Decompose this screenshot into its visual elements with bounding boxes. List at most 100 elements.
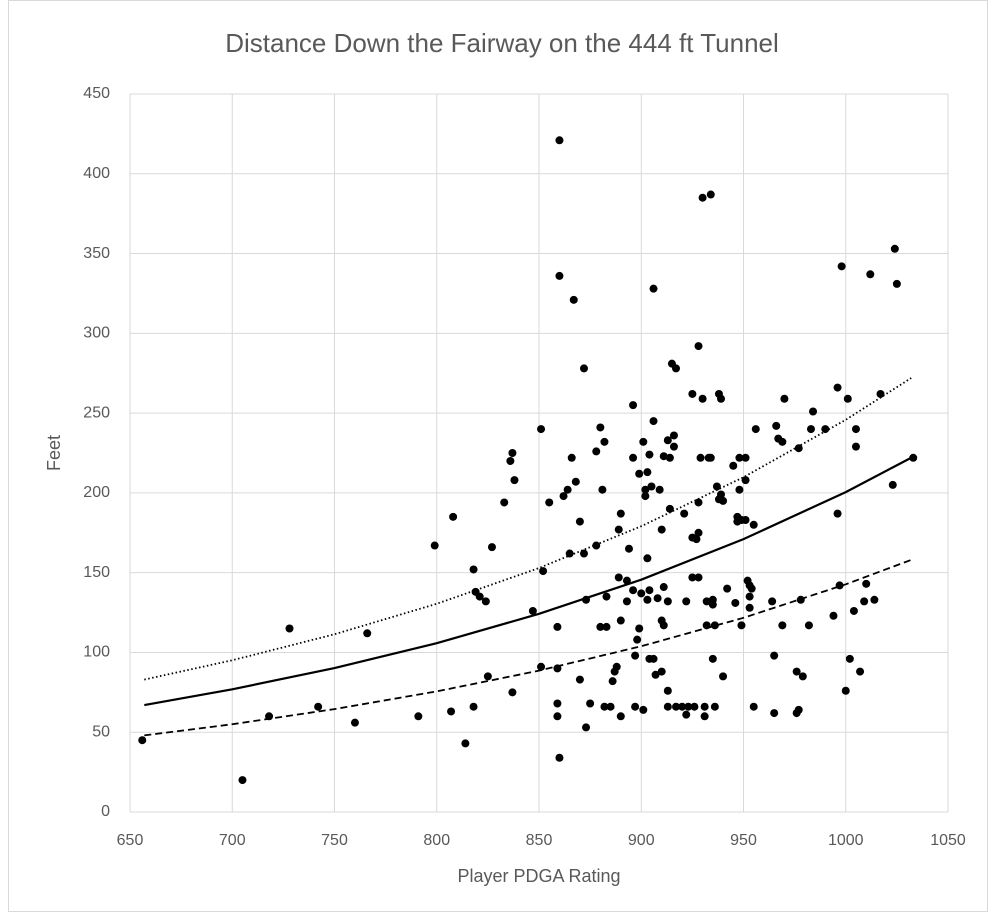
y-tick-label: 250 [83,404,110,421]
data-point [363,629,372,638]
data-point [643,554,652,563]
data-point [469,702,478,711]
data-point [684,702,693,711]
data-point [694,342,703,351]
data-point [909,453,918,462]
data-point [659,621,668,630]
data-point [510,476,519,485]
data-point [749,702,758,711]
data-point [798,672,807,681]
data-point [643,595,652,604]
data-point [737,621,746,630]
data-point [672,702,681,711]
data-point [856,667,865,676]
data-point [692,535,701,544]
data-point [770,709,779,718]
data-point [876,389,885,398]
x-tick-label: 850 [526,832,553,849]
data-point [710,702,719,711]
y-tick-label: 200 [83,484,110,501]
data-point [717,394,726,403]
data-point [806,425,815,434]
y-tick-label: 100 [83,644,110,661]
data-point [643,468,652,477]
trend-line [144,456,912,707]
data-point [678,702,687,711]
y-tick-label: 450 [83,85,110,102]
data-point [537,425,546,434]
data-point [635,469,644,478]
data-point [600,702,609,711]
data-point [539,567,548,576]
data-point [565,549,574,558]
data-point [639,705,648,714]
data-point [350,718,359,727]
y-tick-label: 50 [92,723,110,740]
data-point [665,504,674,513]
data-point [745,603,754,612]
data-point [698,193,707,202]
data-point [706,190,715,199]
data-point [314,702,323,711]
data-point [596,423,605,432]
data-point [770,651,779,660]
data-point [719,496,728,505]
data-point [639,437,648,446]
data-point [461,739,470,748]
y-tick-label: 150 [83,564,110,581]
data-point [794,444,803,453]
data-point [694,498,703,507]
x-tick-label: 950 [730,832,757,849]
chart-title: Distance Down the Fairway on the 444 ft … [225,28,779,58]
data-point [641,485,650,494]
data-point [833,509,842,518]
data-point [680,509,689,518]
trend-line [144,377,912,681]
data-point [579,549,588,558]
data-point [833,383,842,392]
data-point [741,516,750,525]
data-point [794,705,803,714]
data-point [653,594,662,603]
data-point [745,592,754,601]
data-point [285,624,294,633]
data-point [710,621,719,630]
data-point [430,541,439,550]
data-point [447,707,456,716]
data-point [575,517,584,526]
data-point [669,442,678,451]
data-point [749,520,758,529]
data-point [553,622,562,631]
data-point [719,672,728,681]
y-tick-label: 0 [101,803,110,820]
data-point [567,453,576,462]
data-point [663,436,672,445]
data-point [694,528,703,537]
x-axis-label: Player PDGA Rating [457,866,620,886]
data-point [778,437,787,446]
data-point [659,452,668,461]
data-point [706,453,715,462]
x-tick-label: 700 [219,832,246,849]
data-point [866,270,875,279]
data-point [629,586,638,595]
x-tick-label: 1000 [828,832,864,849]
data-point [622,597,631,606]
data-point [860,597,869,606]
data-point [483,672,492,681]
chart-border [8,0,988,912]
data-point [624,544,633,553]
data-point [563,485,572,494]
data-point [696,453,705,462]
data-point [700,702,709,711]
data-point [608,677,617,686]
x-tick-label: 800 [423,832,450,849]
data-point [768,597,777,606]
data-point [708,654,717,663]
data-point [647,482,656,491]
data-point [841,686,850,695]
y-axis-label: Feet [44,435,64,471]
data-point [780,394,789,403]
